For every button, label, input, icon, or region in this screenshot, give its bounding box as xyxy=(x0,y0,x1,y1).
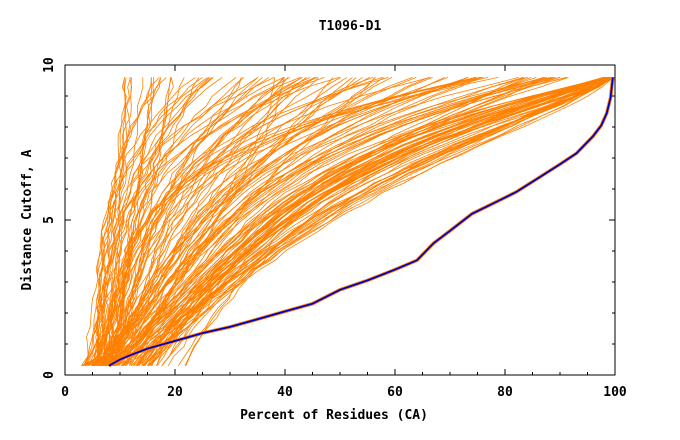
model-curve xyxy=(131,77,604,366)
model-curve xyxy=(141,77,605,366)
model-curve xyxy=(92,77,303,366)
model-curve xyxy=(107,77,153,366)
model-curve xyxy=(94,77,477,366)
model-curve xyxy=(137,77,614,367)
background-series-group xyxy=(80,77,616,367)
model-curve xyxy=(95,77,167,366)
model-curve xyxy=(92,77,325,366)
x-tick-label: 20 xyxy=(167,385,183,400)
model-curve xyxy=(167,77,614,366)
model-curve xyxy=(91,77,289,367)
model-curve xyxy=(94,77,480,367)
x-tick-label: 60 xyxy=(387,385,403,400)
model-curve xyxy=(184,77,611,366)
model-curve xyxy=(137,77,615,366)
y-tick-label: 5 xyxy=(42,216,57,224)
chart-title: T1096-D1 xyxy=(319,19,382,34)
model-curve xyxy=(101,77,545,366)
model-curve xyxy=(85,77,244,367)
model-curve xyxy=(102,77,561,367)
y-tick-label: 10 xyxy=(42,57,57,73)
x-tick-label: 0 xyxy=(61,385,69,400)
model-curve xyxy=(81,77,348,367)
model-curve xyxy=(112,77,389,366)
model-curve xyxy=(98,77,301,366)
model-curve xyxy=(82,77,127,366)
highlight-curve xyxy=(108,77,614,367)
model-curve xyxy=(116,77,615,366)
model-curve xyxy=(102,77,132,366)
model-curve xyxy=(151,77,606,366)
highlight-series-group xyxy=(108,77,615,368)
model-curve xyxy=(121,77,610,366)
model-curve xyxy=(185,77,610,366)
model-curve xyxy=(161,77,611,366)
model-curve xyxy=(94,77,363,366)
model-curve xyxy=(161,77,616,366)
model-curve xyxy=(95,77,477,366)
model-curve xyxy=(135,77,610,366)
model-curve xyxy=(102,77,488,366)
model-curve xyxy=(151,77,613,366)
model-curve xyxy=(95,77,259,366)
x-tick-label: 40 xyxy=(277,385,293,400)
model-curve xyxy=(92,77,144,366)
model-curve xyxy=(98,77,211,366)
model-curve xyxy=(105,77,519,366)
x-tick-label: 100 xyxy=(603,385,627,400)
x-axis: 0 20 40 60 80 100 xyxy=(61,65,627,400)
y-axis: 0 5 10 xyxy=(42,57,615,379)
model-curve xyxy=(150,77,613,366)
model-curve xyxy=(113,77,476,367)
model-curve xyxy=(83,77,160,366)
model-curve xyxy=(96,77,374,366)
model-curve xyxy=(161,77,612,366)
model-curve xyxy=(132,77,614,366)
model-curve xyxy=(87,77,469,367)
model-curve xyxy=(103,77,370,367)
model-curve xyxy=(88,77,200,366)
model-curve xyxy=(95,77,161,366)
model-curve xyxy=(83,77,210,366)
y-axis-label: Distance Cutoff, A xyxy=(20,149,35,290)
model-curve xyxy=(109,77,237,366)
model-curve xyxy=(144,77,604,366)
model-curve xyxy=(149,77,612,366)
x-tick-label: 80 xyxy=(497,385,513,400)
x-axis-label: Percent of Residues (CA) xyxy=(240,408,428,423)
model-curve xyxy=(107,77,499,366)
model-curve xyxy=(117,77,528,366)
model-curve xyxy=(108,77,392,367)
model-curve xyxy=(84,77,174,367)
model-curve xyxy=(96,77,340,366)
y-tick-label: 0 xyxy=(42,371,57,379)
